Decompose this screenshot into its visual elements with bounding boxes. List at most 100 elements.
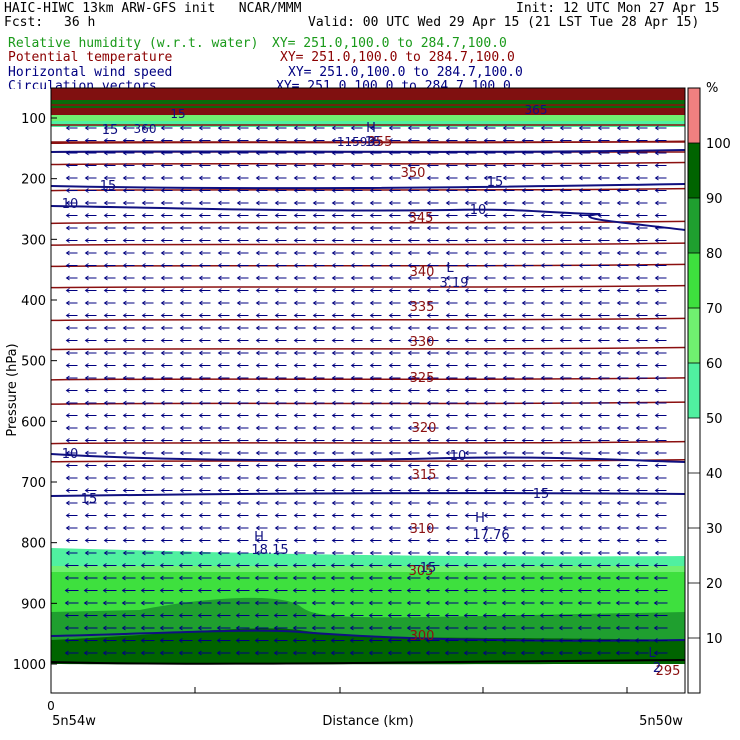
circulation-vector — [407, 288, 420, 293]
circulation-vector — [369, 275, 382, 281]
circulation-vector — [597, 450, 610, 456]
circulation-vector — [634, 563, 649, 568]
circulation-vector — [388, 438, 401, 443]
circulation-vector — [292, 575, 307, 581]
circulation-vector — [464, 263, 477, 268]
circulation-vector — [369, 225, 382, 231]
circulation-vector — [426, 463, 439, 468]
circulation-vector — [103, 363, 116, 368]
circulation-vector — [141, 413, 154, 418]
circulation-vector — [406, 563, 421, 568]
circulation-vector — [255, 488, 268, 493]
circulation-vector — [635, 313, 648, 318]
circulation-vector — [293, 275, 306, 281]
circulation-vector — [312, 200, 325, 206]
circulation-vector — [122, 250, 135, 256]
circulation-vector — [540, 325, 553, 331]
circulation-vector — [312, 313, 325, 318]
circulation-vector — [236, 363, 249, 368]
circulation-vector — [141, 175, 154, 181]
circulation-vector — [160, 388, 173, 393]
circulation-vector — [502, 388, 515, 393]
circulation-vector — [293, 525, 306, 531]
circulation-vector — [483, 150, 496, 156]
circulation-vector — [312, 413, 325, 418]
extremum-mark: L — [648, 646, 656, 661]
circulation-vector — [178, 613, 193, 618]
circulation-vector — [274, 363, 287, 368]
circulation-vector — [84, 475, 97, 481]
circulation-vector — [254, 575, 269, 581]
circulation-vector — [653, 650, 668, 656]
y-tick-label: 600 — [21, 415, 46, 430]
circulation-vector — [426, 338, 439, 343]
circulation-vector — [65, 150, 78, 156]
circulation-vector — [179, 463, 192, 468]
circulation-vector — [84, 538, 97, 543]
circulation-vector — [368, 600, 383, 606]
circulation-vector — [274, 338, 287, 343]
circulation-vector — [65, 400, 78, 406]
circulation-vector — [426, 538, 439, 543]
circulation-vector — [274, 213, 287, 218]
circulation-vector — [198, 363, 211, 368]
circulation-vector — [84, 425, 97, 431]
circulation-vector — [578, 300, 591, 306]
circulation-vector — [369, 525, 382, 531]
circulation-vector — [84, 450, 97, 456]
circulation-vector — [160, 213, 173, 218]
circulation-vector — [464, 238, 477, 243]
circulation-vector — [445, 238, 458, 243]
circulation-vector — [122, 188, 135, 193]
ground-line — [50, 659, 686, 665]
circulation-vector — [311, 575, 326, 581]
circulation-vector — [578, 225, 591, 231]
circulation-vector — [293, 325, 306, 331]
circulation-vector — [198, 425, 211, 431]
circulation-vector — [559, 213, 572, 218]
circulation-vector — [407, 250, 420, 256]
circulation-vector — [445, 550, 458, 556]
circulation-vector — [407, 350, 420, 356]
circulation-vector — [653, 625, 668, 631]
circulation-vector — [312, 263, 325, 268]
circulation-vector — [179, 238, 192, 243]
circulation-vector — [236, 325, 249, 331]
circulation-vector — [103, 225, 116, 231]
circulation-vector — [482, 588, 497, 593]
circulation-vector — [426, 525, 439, 531]
circulation-vector — [559, 200, 572, 206]
circulation-vector — [369, 188, 382, 193]
circulation-vector — [653, 575, 668, 581]
circulation-vector — [616, 275, 629, 281]
circulation-vector — [179, 475, 192, 481]
circulation-vector — [369, 425, 382, 431]
circulation-vector — [388, 125, 401, 131]
circulation-vector — [236, 188, 249, 193]
circulation-vector — [368, 650, 383, 656]
circulation-vector — [141, 138, 154, 143]
circulation-vector — [540, 463, 553, 468]
circulation-vector — [293, 425, 306, 431]
circulation-vector — [216, 563, 231, 568]
circulation-vector — [559, 175, 572, 181]
circulation-vector — [293, 338, 306, 343]
circulation-vector — [635, 200, 648, 206]
circulation-vector — [426, 175, 439, 181]
circulation-vector — [616, 350, 629, 356]
circulation-vector — [407, 388, 420, 393]
circulation-vector — [521, 275, 534, 281]
circulation-vector — [140, 650, 155, 656]
circulation-vector — [65, 200, 78, 206]
circulation-vector — [160, 538, 173, 543]
circulation-vector — [293, 538, 306, 543]
circulation-vector — [578, 175, 591, 181]
circulation-vector — [236, 500, 249, 506]
circulation-vector — [198, 150, 211, 156]
circulation-vector — [520, 638, 535, 643]
circulation-vector — [540, 213, 553, 218]
circulation-vector — [502, 338, 515, 343]
circulation-vector — [64, 613, 79, 618]
circulation-vector — [502, 513, 515, 518]
circulation-vector — [464, 513, 477, 518]
